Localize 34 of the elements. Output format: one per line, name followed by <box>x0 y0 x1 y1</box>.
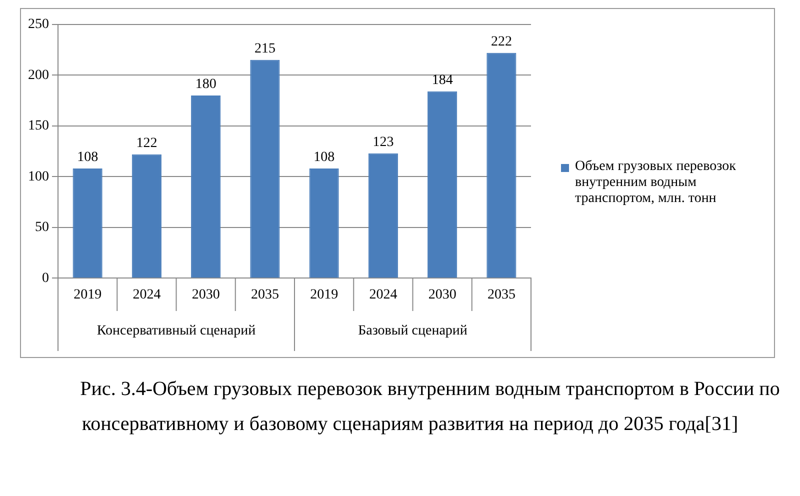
data-label: 108 <box>314 150 335 166</box>
data-label: 108 <box>77 150 98 166</box>
bar <box>309 168 339 278</box>
x-tick-label: 2024 <box>132 287 161 302</box>
bar <box>72 168 102 278</box>
y-tick-label: 150 <box>28 118 49 134</box>
data-label: 215 <box>254 42 276 57</box>
text: Рис. 3.4-Объем грузовых перевозок внутренним водным транспортом в России по консервативному и базовому сценариям развития на период до 2035 года[31] <box>79 377 781 437</box>
y-tick-label: 0 <box>42 270 49 286</box>
data-label: 123 <box>372 135 394 150</box>
x-tick-label: 2019 <box>310 287 338 302</box>
x-tick-label: 2019 <box>74 287 102 302</box>
bar <box>191 95 221 278</box>
x-tick-label: 2030 <box>192 287 220 302</box>
bar <box>368 153 398 278</box>
legend-label: Объем грузовых перевозок внутренним водным транспортом, млн. тонн <box>575 159 737 207</box>
x-tick-label: 2035 <box>250 287 279 302</box>
data-label: 222 <box>490 34 512 50</box>
bar <box>428 91 458 278</box>
x-tick-label: 2030 <box>428 287 456 302</box>
data-label: 180 <box>195 77 216 92</box>
y-tick-label: 200 <box>28 68 49 83</box>
x-tick-label: 2024 <box>369 287 398 302</box>
y-tick-label: 250 <box>28 17 49 32</box>
bar <box>132 154 162 278</box>
data-label: 122 <box>136 136 158 152</box>
bar <box>486 52 516 278</box>
data-label: 184 <box>432 73 453 88</box>
text: Базовый сценарий <box>358 324 468 339</box>
text: Консервативный сценарий <box>96 324 256 339</box>
bar <box>250 60 280 278</box>
y-tick-label: 100 <box>28 169 49 184</box>
x-tick-label: 2035 <box>487 287 516 302</box>
y-tick-label: 50 <box>35 220 49 236</box>
